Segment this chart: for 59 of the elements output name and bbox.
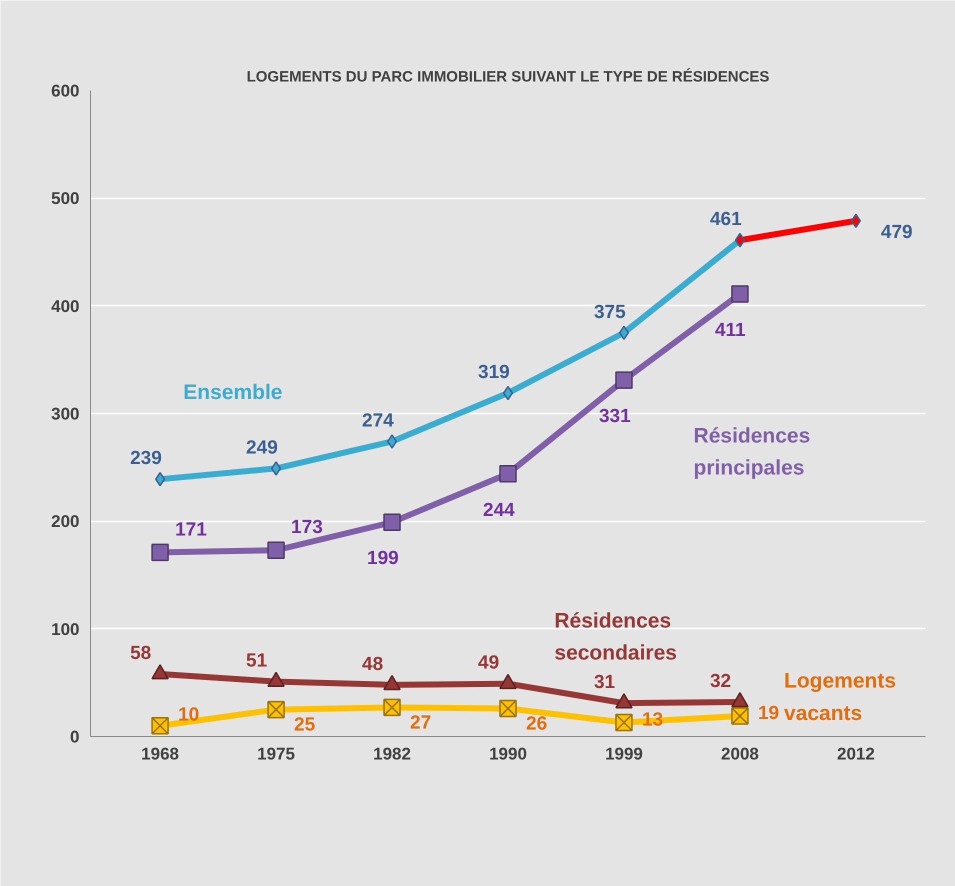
point [383, 513, 401, 531]
x-tick-label: 1975 [257, 744, 295, 764]
point [615, 714, 633, 732]
data-label: 19 [758, 703, 780, 724]
point [615, 371, 633, 389]
point [731, 285, 749, 303]
series-label: Résidences secondaires [554, 609, 677, 665]
data-label: 331 [598, 406, 632, 428]
point [155, 472, 166, 486]
point [386, 434, 398, 449]
point [499, 465, 517, 483]
data-label: 173 [291, 517, 323, 538]
text: Résidences principales [694, 424, 810, 480]
point [731, 707, 749, 725]
data-label: 319 [478, 362, 510, 384]
data-label: 239 [130, 448, 162, 470]
x-tick-label: 1982 [373, 744, 411, 764]
data-label: 31 [594, 672, 616, 694]
data-label: 249 [246, 437, 278, 458]
data-label: 58 [130, 643, 152, 664]
y-tick-label: 600 [51, 82, 80, 100]
x-tick-label: 2008 [721, 744, 759, 764]
data-label: 26 [526, 714, 548, 735]
data-label: 48 [362, 654, 384, 675]
data-label: 32 [710, 671, 732, 692]
data-label: 479 [880, 222, 913, 243]
x-tick-label: 2012 [837, 744, 875, 764]
data-label: 274 [362, 410, 394, 432]
data-label: 411 [714, 320, 746, 341]
point [151, 544, 169, 562]
y-tick-label: 100 [51, 620, 80, 639]
data-label: 461 [710, 209, 742, 230]
point [502, 386, 514, 400]
data-label: 49 [478, 652, 500, 674]
y-tick-label: 0 [70, 728, 80, 746]
point [151, 716, 169, 734]
data-label: 199 [367, 548, 399, 570]
point [618, 326, 630, 340]
data-label: 25 [294, 714, 316, 736]
data-label: 27 [410, 712, 432, 734]
point [267, 541, 285, 559]
series-label: Logements vacants [784, 670, 896, 725]
y-tick-label: 300 [51, 404, 80, 424]
point [499, 700, 517, 718]
data-label: 51 [246, 650, 268, 672]
point [267, 700, 285, 718]
y-tick-label: 200 [51, 512, 80, 532]
x-tick-label: 1999 [605, 744, 643, 764]
point [270, 461, 282, 476]
point [383, 698, 401, 716]
data-label: 244 [483, 500, 516, 521]
data-label: 375 [594, 302, 626, 323]
x-tick-label: 1968 [141, 744, 179, 764]
x-tick-label: 1990 [489, 744, 527, 764]
y-tick-label: 500 [51, 189, 80, 208]
text: Ensemble [183, 381, 282, 404]
y-tick-label: 400 [51, 296, 80, 316]
chart-title: LOGEMENTS DU PARC IMMOBILIER SUIVANT LE TYPE DE RÉSIDENCES [246, 68, 770, 86]
data-label: 171 [175, 519, 208, 540]
